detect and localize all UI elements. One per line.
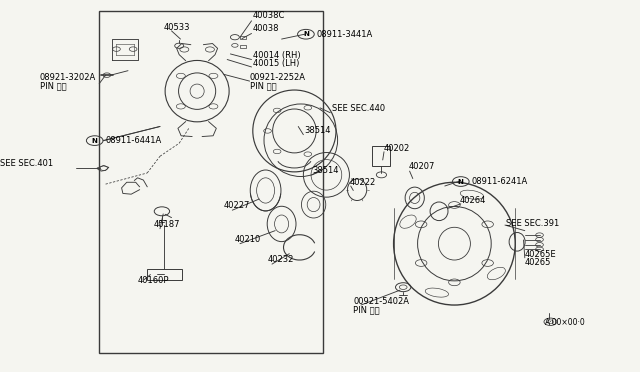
Bar	[372, 146, 390, 166]
Text: 40264: 40264	[460, 196, 486, 205]
Text: PIN ピン: PIN ピン	[250, 81, 276, 90]
Text: 40014 (RH): 40014 (RH)	[253, 51, 300, 60]
Text: SEE SEC.440: SEE SEC.440	[332, 105, 385, 113]
Text: 08911-3441A: 08911-3441A	[317, 30, 373, 39]
Text: 40038: 40038	[253, 25, 279, 33]
Text: 40533: 40533	[163, 23, 189, 32]
Text: 40232: 40232	[268, 255, 294, 264]
Text: 38514: 38514	[304, 126, 330, 135]
Text: 40187: 40187	[154, 220, 180, 229]
Text: 40202: 40202	[384, 144, 410, 153]
Text: A·00×00·0: A·00×00·0	[545, 318, 586, 327]
Text: 08911-6441A: 08911-6441A	[106, 136, 162, 145]
Bar	[240, 45, 246, 48]
Text: 38514: 38514	[312, 166, 339, 175]
Text: 40265E: 40265E	[525, 250, 556, 259]
Bar	[240, 36, 246, 39]
Text: 08921-3202A: 08921-3202A	[40, 73, 96, 82]
Text: 40210: 40210	[235, 235, 261, 244]
Text: 40207: 40207	[408, 162, 435, 171]
Text: 00921-5402A: 00921-5402A	[353, 297, 410, 306]
Text: N: N	[303, 31, 309, 37]
Text: 40227: 40227	[224, 201, 250, 210]
Bar	[99, 11, 323, 353]
Text: 08911-6241A: 08911-6241A	[472, 177, 528, 186]
Text: PIN ピン: PIN ピン	[353, 305, 380, 314]
Text: N: N	[92, 138, 98, 144]
Text: 40038C: 40038C	[253, 12, 285, 20]
Text: SEE SEC.401: SEE SEC.401	[0, 159, 53, 168]
Bar	[147, 269, 182, 280]
Text: 40222: 40222	[349, 178, 376, 187]
Text: 40015 (LH): 40015 (LH)	[253, 59, 299, 68]
Text: N: N	[458, 179, 464, 185]
Text: SEE SEC.391: SEE SEC.391	[506, 219, 559, 228]
Text: 40160P: 40160P	[138, 276, 169, 285]
Text: 40265: 40265	[525, 258, 551, 267]
Text: PIN ピン: PIN ピン	[40, 81, 67, 90]
Text: 00921-2252A: 00921-2252A	[250, 73, 306, 82]
